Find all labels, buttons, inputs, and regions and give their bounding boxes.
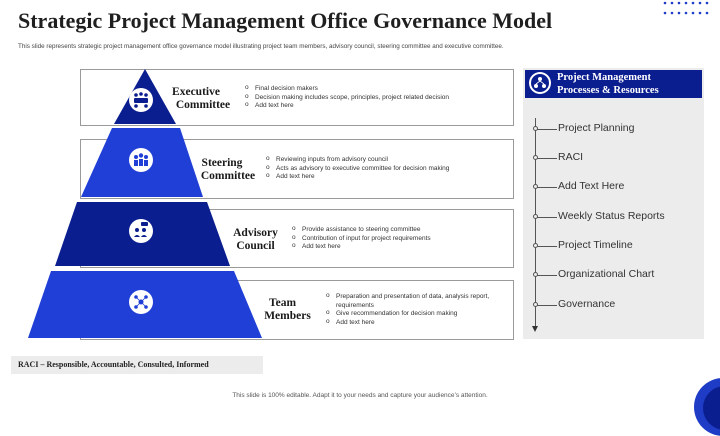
level-bullets-executive: Final decision makers Decision making in… bbox=[245, 84, 505, 111]
timeline-connector bbox=[537, 128, 557, 130]
team-network-icon bbox=[129, 290, 153, 314]
processes-panel bbox=[523, 68, 704, 339]
timeline-label: Governance bbox=[558, 298, 616, 310]
people-network-icon bbox=[529, 72, 551, 94]
level-title-advisory: Advisory Council bbox=[233, 227, 278, 252]
level-title-team: Team Members bbox=[264, 297, 311, 322]
timeline-connector bbox=[537, 274, 557, 276]
bullet-item: Preparation and presentation of data, an… bbox=[326, 292, 506, 310]
timeline-label: Weekly Status Reports bbox=[558, 210, 665, 222]
level-bullets-team: Preparation and presentation of data, an… bbox=[326, 292, 506, 328]
timeline-arrow-icon bbox=[532, 326, 538, 332]
group-people-icon bbox=[129, 148, 153, 172]
timeline-connector bbox=[537, 157, 557, 159]
raci-note: RACI – Responsible, Accountable, Consult… bbox=[11, 356, 263, 374]
panel-title: Project Management Processes & Resources bbox=[557, 72, 659, 96]
timeline-label: Add Text Here bbox=[558, 180, 625, 192]
bullet-item: Add text here bbox=[326, 318, 506, 328]
meeting-table-icon bbox=[129, 88, 153, 112]
bullet-item: Add text here bbox=[245, 101, 505, 111]
timeline-connector bbox=[537, 245, 557, 247]
bullet-item: Final decision makers bbox=[245, 84, 505, 94]
timeline-connector bbox=[537, 216, 557, 218]
decorative-dots bbox=[663, 1, 709, 15]
timeline-label: Project Timeline bbox=[558, 239, 633, 251]
discussion-people-icon bbox=[129, 219, 153, 243]
timeline-label: RACI bbox=[558, 151, 584, 163]
timeline-label: Project Planning bbox=[558, 122, 635, 134]
timeline-label: Organizational Chart bbox=[558, 268, 655, 280]
bullet-item: Acts as advisory to executive committee … bbox=[266, 164, 506, 174]
bullet-item: Give recommendation for decision making bbox=[326, 309, 506, 319]
bullet-item: Add text here bbox=[266, 172, 506, 182]
bullet-item: Add text here bbox=[292, 242, 507, 252]
bullet-item: Contribution of input for project requir… bbox=[292, 234, 507, 244]
bullet-item: Reviewing inputs from advisory council bbox=[266, 155, 506, 165]
timeline-connector bbox=[537, 304, 557, 306]
timeline-connector bbox=[537, 186, 557, 188]
footer-note: This slide is 100% editable. Adapt it to… bbox=[232, 392, 488, 399]
governance-pyramid bbox=[28, 69, 262, 338]
bullet-item: Decision making includes scope, principl… bbox=[245, 93, 505, 103]
level-title-executive: Executive Committee bbox=[172, 86, 231, 111]
page-subtitle: This slide represents strategic project … bbox=[18, 43, 504, 50]
level-title-steering: Steering Committee bbox=[200, 157, 256, 182]
page-title: Strategic Project Management Office Gove… bbox=[18, 8, 553, 33]
level-bullets-steering: Reviewing inputs from advisory council A… bbox=[266, 155, 506, 182]
bullet-item: Provide assistance to steering committee bbox=[292, 225, 507, 235]
timeline-line bbox=[535, 118, 536, 328]
level-bullets-advisory: Provide assistance to steering committee… bbox=[292, 225, 507, 252]
panel-header bbox=[525, 70, 702, 98]
